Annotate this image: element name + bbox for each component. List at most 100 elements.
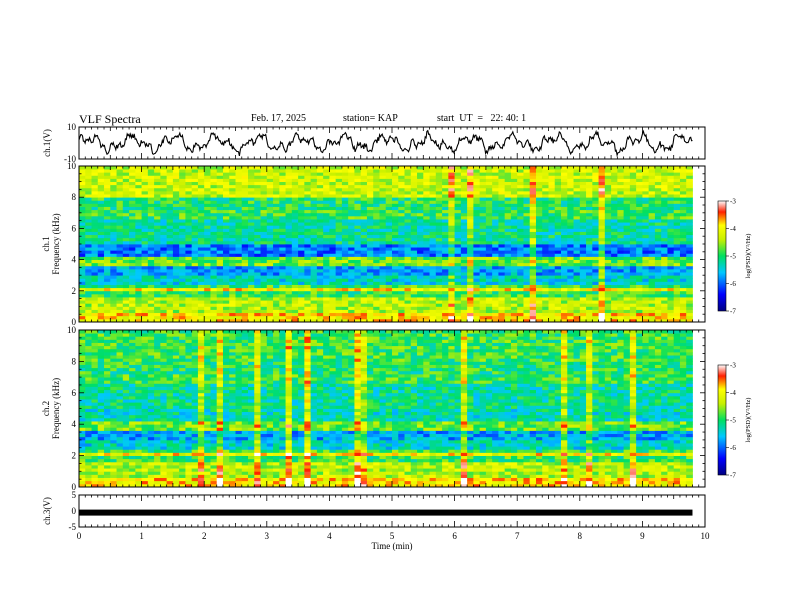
spectrogram-cell: [535, 306, 543, 310]
spectrogram-cell: [147, 287, 155, 292]
spectrogram-cell: [310, 209, 318, 214]
spectrogram-cell: [667, 250, 675, 254]
spectrogram-cell: [423, 275, 430, 279]
spectrogram-cell: [79, 244, 86, 248]
spectrogram-cell: [667, 290, 675, 295]
spectrogram-cell: [248, 209, 255, 214]
spectrogram-cell: [586, 312, 593, 317]
spectrogram-cell: [229, 237, 236, 242]
spectrogram-cell: [229, 181, 236, 186]
spectrogram-cell: [686, 284, 693, 289]
spectrogram-cell: [423, 209, 430, 214]
spectrogram-cell: [423, 300, 430, 304]
spectrogram-cell: [310, 265, 318, 270]
spectrogram-cell: [586, 231, 593, 236]
spectrogram-cell: [629, 190, 637, 195]
spectrogram-cell: [241, 169, 249, 173]
spectrogram-cell: [266, 231, 274, 236]
spectrogram-cell: [110, 197, 117, 201]
spectrogram-cell: [548, 312, 556, 317]
spectrogram-cell: [661, 262, 668, 267]
spectrogram-cell: [592, 228, 599, 232]
spectrogram-cell: [379, 278, 387, 282]
spectrogram-cell: [341, 303, 349, 307]
spectrogram-cell: [323, 200, 330, 204]
spectrogram-cell: [548, 225, 556, 229]
spectrogram-cell: [323, 194, 330, 198]
spectrogram-cell: [517, 303, 524, 307]
spectrogram-cell: [279, 212, 286, 217]
spectrogram-cell: [479, 265, 487, 270]
spectrogram-cell: [617, 268, 625, 273]
spectrogram-cell: [354, 259, 362, 264]
spectrogram-cell: [561, 318, 568, 323]
spectrogram-cell: [204, 212, 211, 217]
spectrogram-cell: [229, 194, 236, 198]
spectrogram-cell: [348, 231, 355, 236]
spectrogram-cell: [160, 244, 168, 248]
spectrogram-cell: [373, 284, 380, 289]
spectrogram-cell: [604, 265, 612, 270]
spectrogram-cell: [654, 275, 662, 279]
spectrogram-cell: [535, 203, 543, 207]
spectrogram-cell: [204, 200, 211, 204]
spectrogram-cell: [417, 240, 424, 245]
spectrogram-cell: [442, 247, 449, 251]
spectrogram-cell: [116, 222, 124, 226]
spectrogram-cell: [479, 178, 487, 182]
spectrogram-cell: [435, 184, 443, 189]
spectrogram-cell: [479, 253, 487, 257]
spectrogram-cell: [567, 265, 574, 270]
spectrogram-cell: [423, 181, 430, 186]
spectrogram-cell: [116, 181, 124, 186]
spectrogram-cell: [266, 184, 274, 189]
spectrogram-cell: [485, 206, 493, 211]
spectrogram-cell: [172, 169, 180, 173]
spectrogram-cell: [473, 293, 481, 298]
spectrogram-cell: [667, 275, 675, 279]
spectrogram-cell: [485, 306, 493, 310]
spectrogram-cell: [91, 200, 99, 204]
spectrogram-cell: [629, 315, 637, 320]
spectrogram-cell: [567, 225, 574, 229]
spectrogram-cell: [279, 178, 286, 182]
spectrogram-cell: [160, 194, 168, 198]
spectrogram-cell: [85, 458, 92, 463]
spectrogram-cell: [510, 200, 518, 204]
spectrogram-cell: [273, 194, 280, 198]
spectrogram-cell: [535, 281, 543, 285]
spectrogram-cell: [273, 312, 280, 317]
spectrogram-cell: [679, 190, 687, 195]
spectrogram-cell: [360, 256, 368, 260]
spectrogram-cell: [561, 265, 568, 270]
spectrogram-cell: [410, 184, 418, 189]
spectrogram-cell: [448, 303, 455, 307]
spectrogram-cell: [85, 436, 92, 441]
spectrogram-cell: [79, 256, 86, 260]
spectrogram-cell: [154, 281, 161, 285]
spectrogram-cell: [129, 300, 136, 304]
spectrogram-cell: [97, 231, 105, 236]
spectrogram-cell: [129, 209, 136, 214]
spectrogram-cell: [204, 172, 211, 176]
spectrogram-cell: [172, 297, 180, 301]
spectrogram-cell: [542, 256, 549, 260]
spectrogram-cell: [354, 231, 362, 236]
spectrogram-cell: [341, 175, 349, 179]
spectrogram-cell: [592, 262, 599, 267]
spectrogram-cell: [229, 315, 236, 320]
spectrogram-cell: [279, 225, 286, 229]
spectrogram-cell: [298, 222, 305, 226]
spectrogram-cell: [673, 228, 681, 232]
spectrogram-cell: [542, 197, 549, 201]
spectrogram-cell: [448, 275, 455, 279]
spectrogram-cell: [592, 275, 599, 279]
spectrogram-cell: [185, 306, 193, 310]
spectrogram-cell: [266, 240, 274, 245]
spectrogram-cell: [79, 297, 86, 301]
spectrogram-cell: [410, 312, 418, 317]
spectrogram-cell: [141, 197, 149, 201]
spectrogram-cell: [166, 303, 174, 307]
spectrogram-cell: [442, 275, 449, 279]
spectrogram-cell: [354, 240, 362, 245]
